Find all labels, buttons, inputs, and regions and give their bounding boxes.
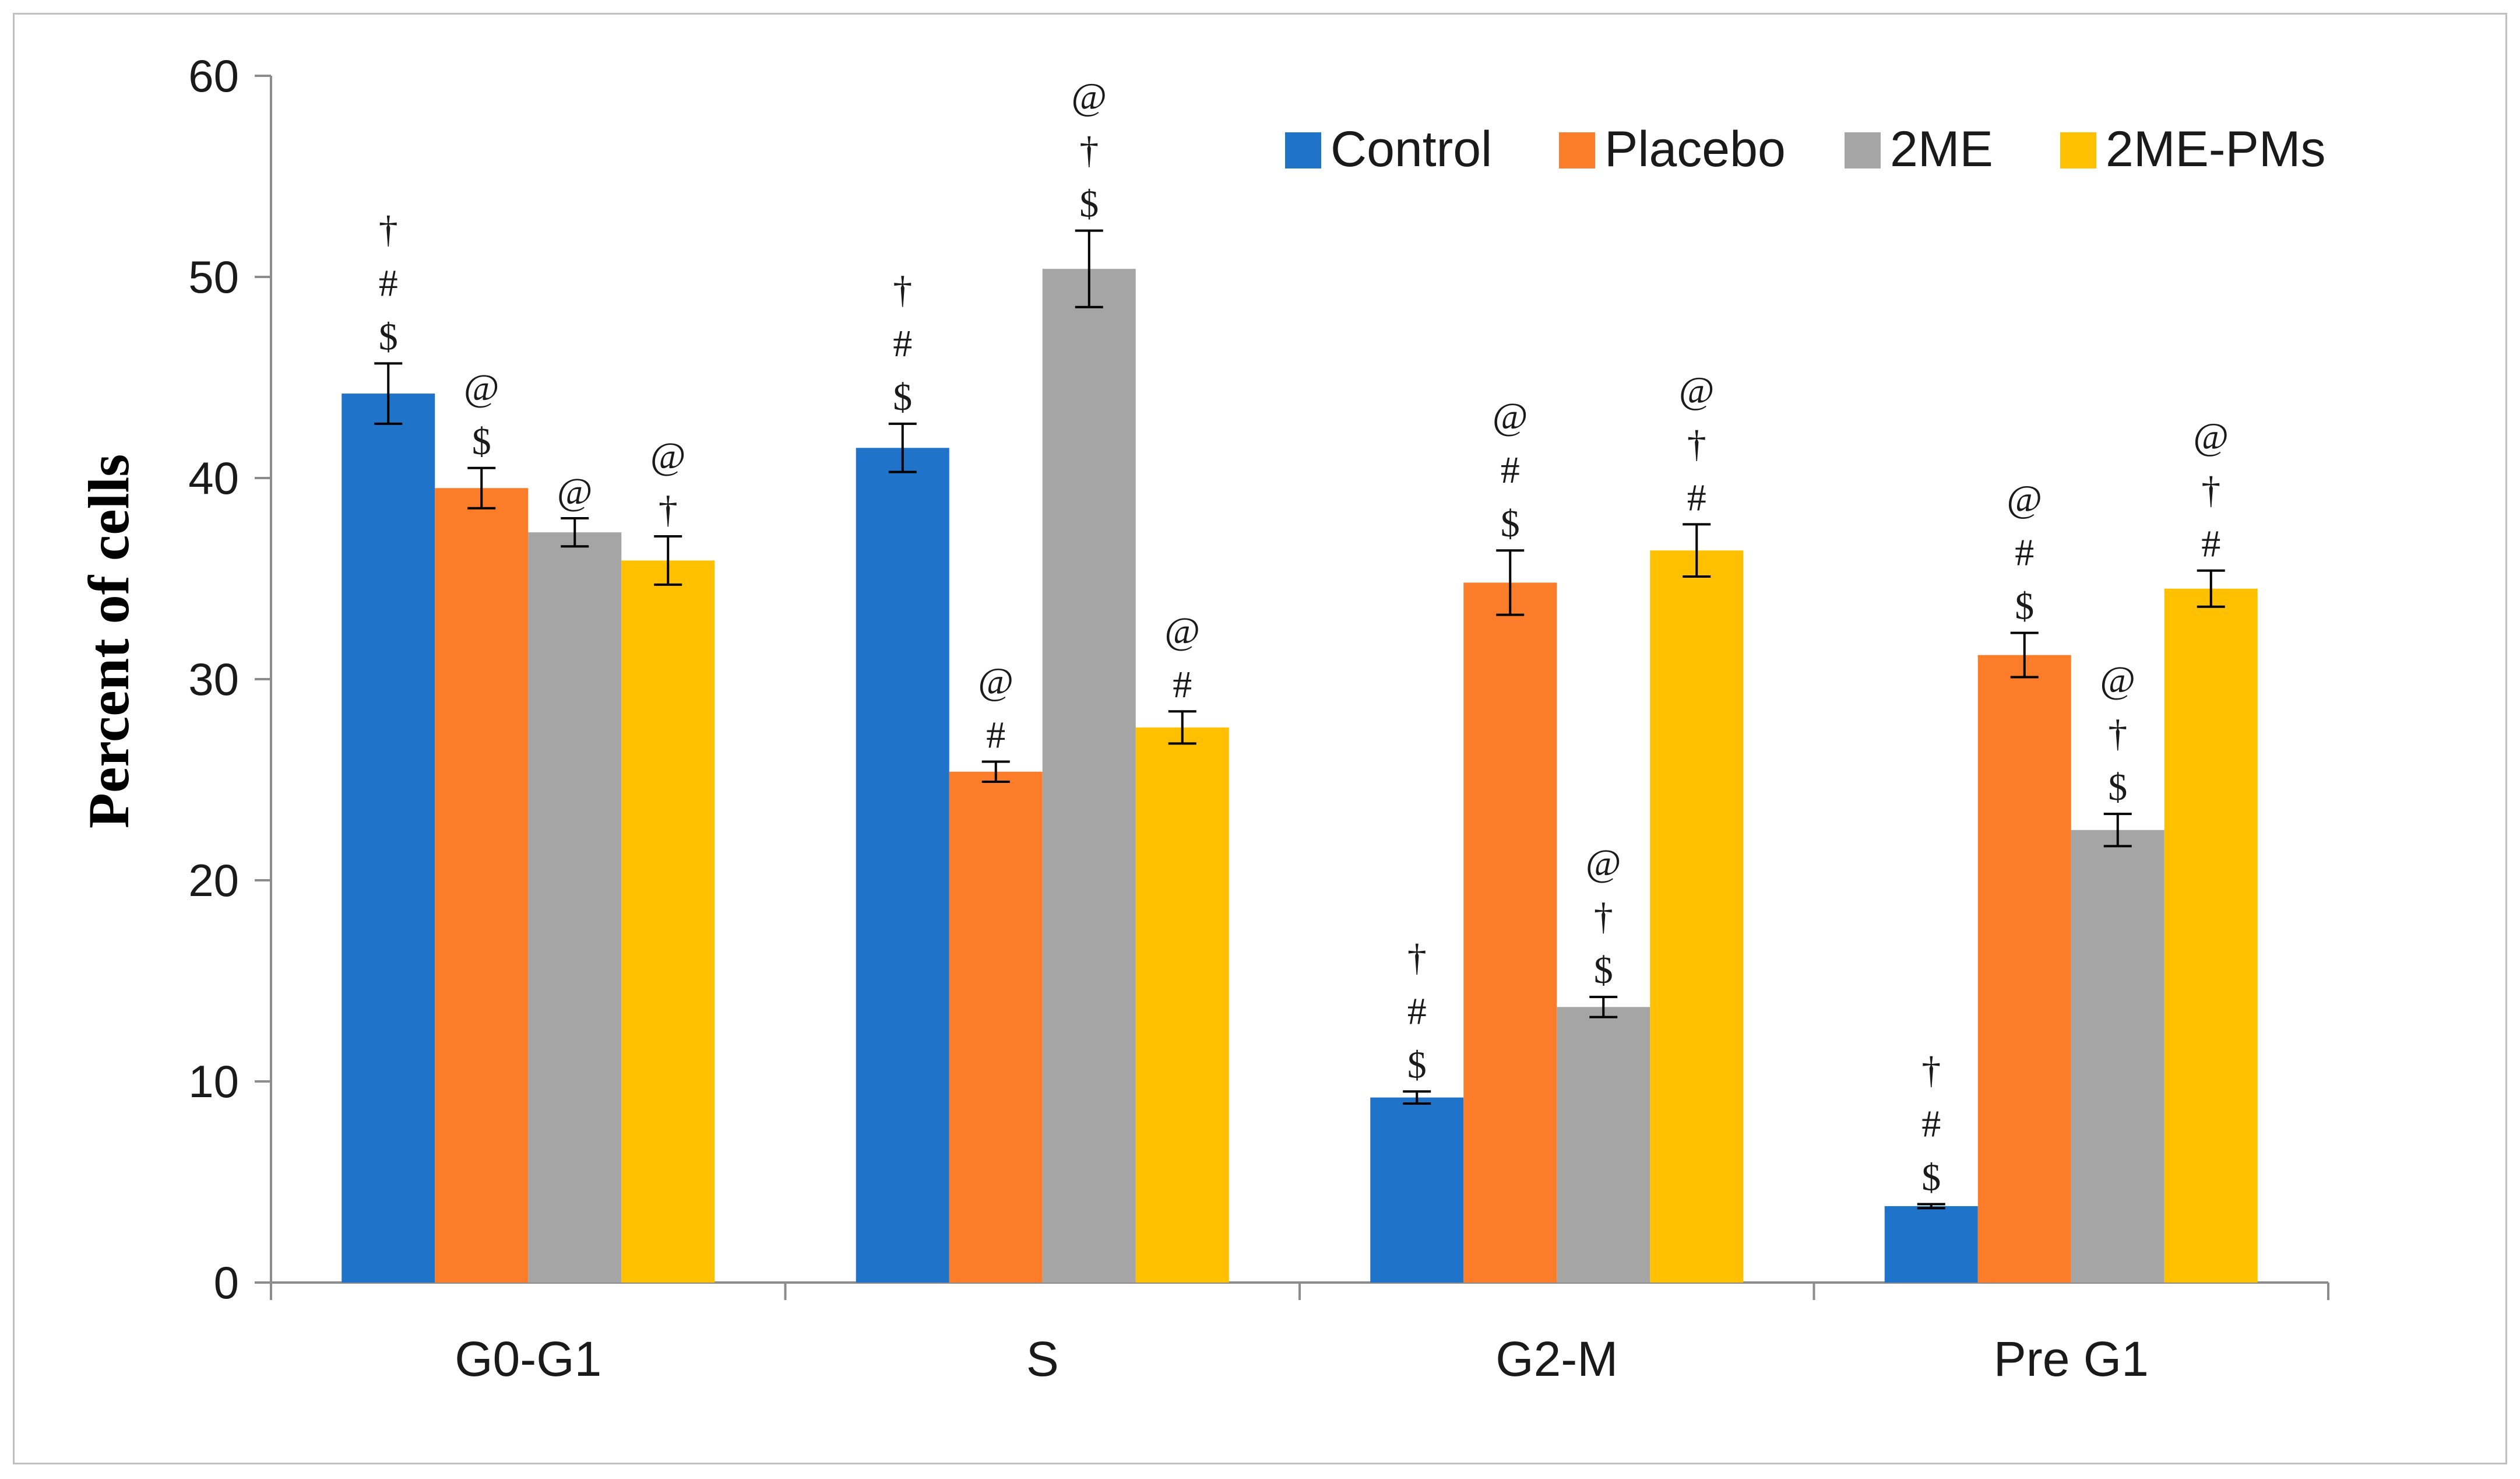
legend-swatch-2me-pms bbox=[2060, 132, 2096, 168]
significance-marker: # bbox=[893, 322, 912, 365]
y-tick-label: 40 bbox=[188, 452, 239, 504]
significance-marker: † bbox=[893, 269, 912, 311]
x-category-label: G2-M bbox=[1495, 1332, 1618, 1386]
significance-marker: @ bbox=[650, 435, 686, 477]
legend-swatch-placebo bbox=[1559, 132, 1595, 168]
significance-marker: † bbox=[1407, 936, 1427, 979]
significance-marker: # bbox=[1687, 476, 1706, 519]
significance-marker: @ bbox=[1679, 369, 1715, 412]
significance-marker: @ bbox=[1071, 76, 1107, 118]
bar-2me-pms-g0-g1 bbox=[621, 560, 715, 1283]
bar-2me-pms-g2-m bbox=[1650, 550, 1744, 1283]
bar-2me-g2-m bbox=[1557, 1007, 1650, 1283]
bar-control-s bbox=[856, 448, 949, 1283]
legend-label: Control bbox=[1331, 121, 1492, 177]
significance-marker: $ bbox=[1501, 503, 1520, 545]
chart-frame: Percent of cells 0 10 20 30 40 50 60 G0-G1 S G2-M… bbox=[13, 13, 2507, 1464]
significance-marker: # bbox=[2015, 532, 2034, 574]
significance-marker: † bbox=[1594, 895, 1613, 938]
significance-marker: @ bbox=[2100, 659, 2135, 701]
y-tick-label: 0 bbox=[214, 1257, 239, 1308]
significance-marker: # bbox=[1501, 449, 1520, 491]
significance-marker: $ bbox=[2108, 766, 2127, 809]
bar-placebo-s bbox=[949, 771, 1043, 1283]
x-category-label: S bbox=[1026, 1332, 1059, 1386]
x-category-label: G0-G1 bbox=[455, 1332, 601, 1386]
legend-label: 2ME bbox=[1890, 121, 1993, 177]
bar-control-g2-m bbox=[1370, 1097, 1464, 1283]
y-tick-label: 10 bbox=[188, 1056, 239, 1107]
x-category-label: Pre G1 bbox=[1994, 1332, 2149, 1386]
bar-2me-pms-pre-g1 bbox=[2164, 588, 2258, 1283]
significance-marker: $ bbox=[1921, 1156, 1941, 1199]
bar-2me-pms-s bbox=[1135, 727, 1229, 1283]
y-tick-label: 60 bbox=[188, 50, 239, 101]
significance-marker: $ bbox=[893, 376, 912, 419]
y-tick-label: 50 bbox=[188, 251, 239, 303]
significance-marker: @ bbox=[2193, 416, 2229, 458]
significance-marker: † bbox=[379, 208, 398, 251]
bar-2me-s bbox=[1042, 269, 1136, 1283]
significance-marker: # bbox=[1173, 663, 1192, 706]
significance-marker: @ bbox=[1493, 395, 1528, 438]
significance-marker: @ bbox=[557, 470, 593, 513]
significance-marker: @ bbox=[2007, 478, 2042, 521]
significance-marker: † bbox=[2201, 469, 2220, 512]
y-tick-label: 30 bbox=[188, 654, 239, 705]
bar-control-pre-g1 bbox=[1884, 1206, 1978, 1283]
bar-control-g0-g1 bbox=[342, 394, 435, 1283]
bar-placebo-pre-g1 bbox=[1977, 655, 2071, 1283]
significance-marker: # bbox=[1407, 990, 1427, 1032]
significance-marker: @ bbox=[978, 660, 1013, 702]
significance-marker: † bbox=[1921, 1049, 1941, 1091]
legend-swatch-2me bbox=[1845, 132, 1881, 168]
y-tick-label: 20 bbox=[188, 855, 239, 906]
significance-marker: $ bbox=[1594, 949, 1613, 992]
significance-marker: † bbox=[1079, 129, 1099, 172]
significance-marker: $ bbox=[1079, 183, 1099, 226]
bar-2me-pre-g1 bbox=[2071, 830, 2164, 1283]
bar-chart: Percent of cells 0 10 20 30 40 50 60 G0-G1 S G2-M… bbox=[76, 50, 2329, 1386]
significance-marker: # bbox=[379, 262, 398, 304]
bar-placebo-g0-g1 bbox=[435, 488, 529, 1283]
significance-marker: # bbox=[2201, 523, 2220, 565]
significance-marker: $ bbox=[472, 420, 491, 463]
significance-marker: † bbox=[2108, 712, 2127, 755]
significance-marker: @ bbox=[464, 367, 499, 409]
significance-marker: † bbox=[1687, 423, 1706, 465]
significance-marker: @ bbox=[1164, 610, 1200, 652]
significance-marker: @ bbox=[1586, 842, 1621, 884]
bar-placebo-g2-m bbox=[1463, 582, 1557, 1283]
legend-label: 2ME-PMs bbox=[2106, 121, 2325, 177]
y-axis-title: Percent of cells bbox=[76, 454, 141, 828]
significance-marker: † bbox=[659, 489, 678, 531]
significance-marker: $ bbox=[2015, 585, 2034, 628]
legend-swatch-control bbox=[1285, 132, 1321, 168]
bar-2me-g0-g1 bbox=[528, 532, 622, 1283]
significance-marker: $ bbox=[379, 315, 398, 358]
significance-marker: # bbox=[1921, 1102, 1941, 1145]
legend-label: Placebo bbox=[1604, 121, 1786, 177]
significance-marker: # bbox=[986, 714, 1005, 756]
significance-marker: $ bbox=[1407, 1044, 1427, 1086]
